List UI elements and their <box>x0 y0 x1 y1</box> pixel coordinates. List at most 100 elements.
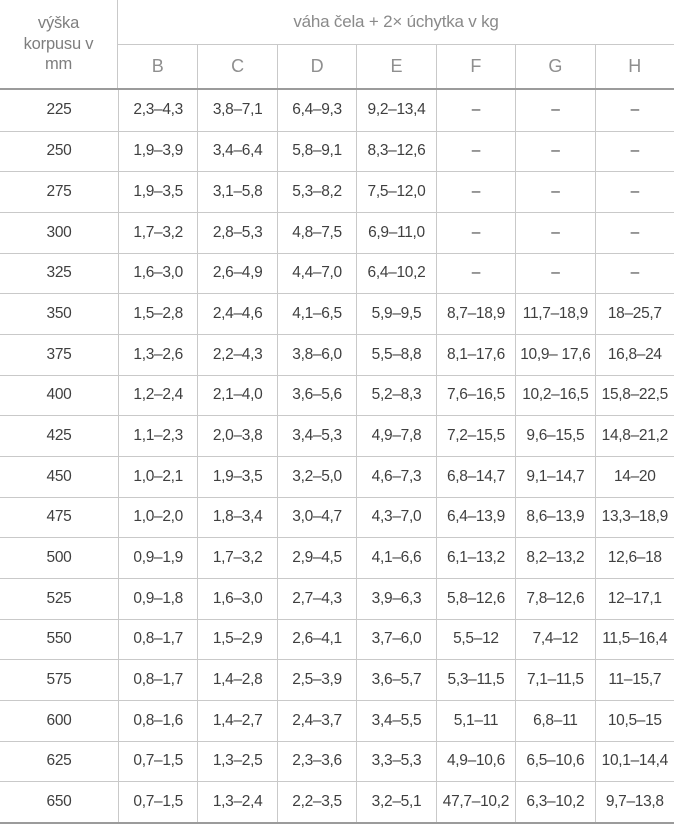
row-label: 225 <box>46 101 72 119</box>
span-header-vaha-cela: váha čela + 2× úchytka v kg <box>118 0 674 45</box>
value-cell: 6,4–9,3 <box>276 90 356 131</box>
value-cell: 3,2–5,1 <box>356 782 435 822</box>
table-row: 575 0,8–1,7 1,4–2,8 2,5–3,9 3,6–5,7 5,3–11,5 7… <box>0 659 674 700</box>
value-cell: – <box>435 131 515 172</box>
row-label: 375 <box>46 345 72 363</box>
value-cell: – <box>515 131 594 172</box>
value-cell: 8,1–17,6 <box>435 334 515 375</box>
value-cell: – <box>515 253 594 294</box>
value-cell: 14,8–21,2 <box>594 416 674 456</box>
value-cell: 1,4–2,7 <box>197 700 276 741</box>
value-cell: – <box>594 253 674 294</box>
value-cell: 5,9–9,5 <box>356 294 435 334</box>
value-cell: 3,4–6,4 <box>197 131 276 172</box>
value-cell: 12,6–18 <box>594 538 674 578</box>
value-cell: 10,9– 17,6 <box>515 334 594 375</box>
value-cell: 2,3–4,3 <box>118 90 197 131</box>
value-cell: 0,9–1,8 <box>118 578 197 619</box>
value-cell: 8,7–18,9 <box>435 294 515 334</box>
value-cell: 6,1–13,2 <box>435 538 515 578</box>
value-cell: 3,4–5,3 <box>276 416 356 456</box>
row-label: 300 <box>46 223 72 241</box>
table-header: výška korpusu v mm váha čela + 2× úchytk… <box>0 0 674 90</box>
value-cell: 7,6–16,5 <box>435 375 515 416</box>
value-cell: 9,6–15,5 <box>515 416 594 456</box>
value-cell: 4,1–6,6 <box>356 538 435 578</box>
value-cell: 6,8–14,7 <box>435 456 515 497</box>
value-cell: 4,1–6,5 <box>276 294 356 334</box>
value-cell: – <box>594 212 674 253</box>
value-cell: 0,8–1,6 <box>118 700 197 741</box>
value-cell: 1,3–2,4 <box>197 782 276 822</box>
value-cell: 2,6–4,1 <box>276 619 356 660</box>
value-cell: 5,3–11,5 <box>435 660 515 700</box>
value-cell: 2,2–4,3 <box>197 334 276 375</box>
value-cell: 3,1–5,8 <box>197 172 276 212</box>
row-label: 650 <box>46 792 72 810</box>
value-cell: 2,5–3,9 <box>276 660 356 700</box>
value-cell: 1,2–2,4 <box>118 375 197 416</box>
row-label: 325 <box>46 264 72 282</box>
row-label: 450 <box>46 467 72 485</box>
value-cell: 15,8–22,5 <box>594 375 674 416</box>
value-cell: 1,7–3,2 <box>118 212 197 253</box>
value-cell: 3,8–6,0 <box>276 334 356 375</box>
row-label: 275 <box>46 183 72 201</box>
value-cell: 6,9–11,0 <box>356 212 435 253</box>
table-body: 225 2,3–4,3 3,8–7,1 6,4–9,3 9,2–13,4– – –250 1,… <box>0 90 674 822</box>
value-cell: – <box>594 90 674 131</box>
value-cell: 7,8–12,6 <box>515 578 594 619</box>
value-cell: 6,4–10,2 <box>356 253 435 294</box>
row-label: 500 <box>46 549 72 567</box>
table-row: 625 0,7–1,5 1,3–2,5 2,3–3,6 3,3–5,3 4,9–10,6 6… <box>0 740 674 782</box>
value-cell: – <box>435 172 515 212</box>
value-cell: 0,7–1,5 <box>118 741 197 782</box>
column-header-h: H <box>594 45 674 88</box>
value-cell: 2,8–5,3 <box>197 212 276 253</box>
value-cell: 8,2–13,2 <box>515 538 594 578</box>
table-row: 450 1,0–2,1 1,9–3,5 3,2–5,0 4,6–7,3 6,8–14,7 9… <box>0 455 674 497</box>
value-cell: 16,8–24 <box>594 334 674 375</box>
row-label: 400 <box>46 386 72 404</box>
value-cell: – <box>515 90 594 131</box>
value-cell: 5,8–12,6 <box>435 578 515 619</box>
value-cell: 1,8–3,4 <box>197 497 276 538</box>
table-row: 225 2,3–4,3 3,8–7,1 6,4–9,3 9,2–13,4– – – <box>0 90 674 131</box>
value-cell: 14–20 <box>594 456 674 497</box>
value-cell: 5,8–9,1 <box>276 131 356 172</box>
value-cell: 2,6–4,9 <box>197 253 276 294</box>
value-cell: 1,4–2,8 <box>197 660 276 700</box>
value-cell: 4,4–7,0 <box>276 253 356 294</box>
value-cell: 2,4–4,6 <box>197 294 276 334</box>
value-cell: 47,7–10,2 <box>435 782 515 822</box>
value-cell: – <box>515 172 594 212</box>
value-cell: 1,3–2,6 <box>118 334 197 375</box>
value-cell: 7,5–12,0 <box>356 172 435 212</box>
value-cell: – <box>594 172 674 212</box>
value-cell: 11–15,7 <box>594 660 674 700</box>
row-label: 575 <box>46 671 72 689</box>
value-cell: 3,6–5,7 <box>356 660 435 700</box>
value-cell: 11,5–16,4 <box>594 619 674 660</box>
column-header-b: B <box>151 56 164 76</box>
column-header-e: E <box>356 45 435 88</box>
value-cell: 12–17,1 <box>594 578 674 619</box>
value-cell: 11,7–18,9 <box>515 294 594 334</box>
column-header-c: C <box>197 45 276 88</box>
row-label: 425 <box>46 427 72 445</box>
row-label: 475 <box>46 508 72 526</box>
value-cell: 5,2–8,3 <box>356 375 435 416</box>
value-cell: – <box>435 253 515 294</box>
value-cell: – <box>435 212 515 253</box>
value-cell: 5,1–11 <box>435 700 515 741</box>
value-cell: 0,8–1,7 <box>118 660 197 700</box>
value-cell: 6,8–11 <box>515 700 594 741</box>
value-cell: 1,1–2,3 <box>118 416 197 456</box>
column-header-d: D <box>276 45 356 88</box>
value-cell: 4,8–7,5 <box>276 212 356 253</box>
value-cell: 3,9–6,3 <box>356 578 435 619</box>
value-cell: 1,5–2,8 <box>118 294 197 334</box>
table-row: 600 0,8–1,6 1,4–2,7 2,4–3,7 3,4–5,5 5,1–11 6,8… <box>0 699 674 741</box>
